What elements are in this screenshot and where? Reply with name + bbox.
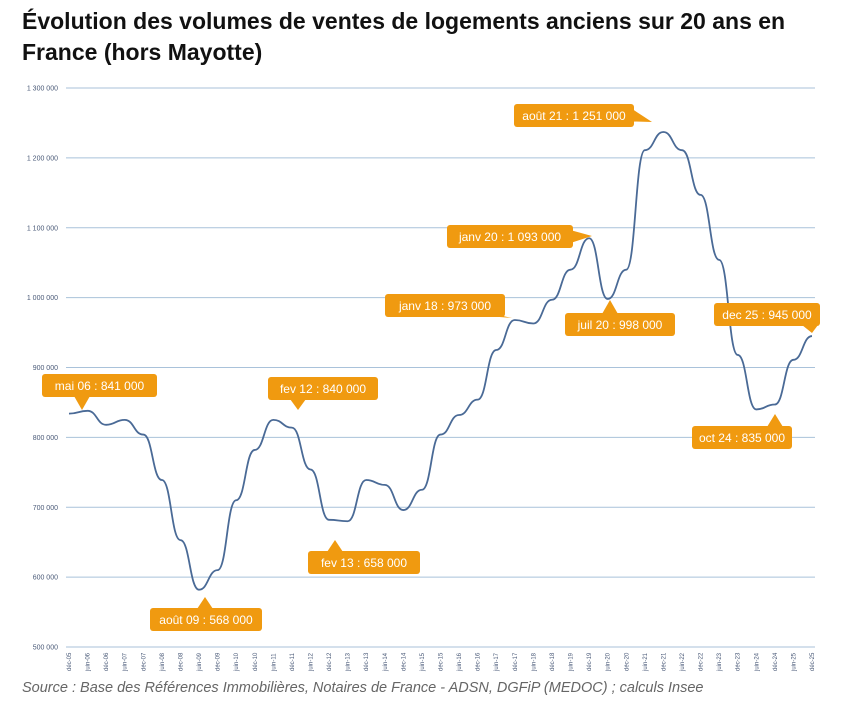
x-tick-label: juin-09 xyxy=(197,652,203,672)
source-note: Source : Base des Références Immobilière… xyxy=(22,680,704,696)
callout-label: août 21 : 1 251 000 xyxy=(522,109,626,123)
x-tick-label: juin-22 xyxy=(680,652,686,672)
callout-pointer xyxy=(74,396,90,410)
x-tick-label: déc-22 xyxy=(699,652,705,671)
chart-title: Évolution des volumes de ventes de logem… xyxy=(22,8,786,65)
callout-pointer xyxy=(633,109,652,122)
callout-label: mai 06 : 841 000 xyxy=(55,379,145,393)
x-tick-label: juin-14 xyxy=(383,652,389,672)
callout-box xyxy=(150,608,262,631)
x-tick-label: juin-08 xyxy=(160,652,166,672)
x-tick-label: déc-05 xyxy=(67,652,73,671)
x-tick-label: juin-11 xyxy=(271,653,277,672)
callout-label: fev 13 : 658 000 xyxy=(321,556,407,570)
x-tick-label: juin-10 xyxy=(234,652,240,672)
callout-box xyxy=(42,374,157,397)
x-tick-label: juin-07 xyxy=(123,652,129,672)
callout-label: oct 24 : 835 000 xyxy=(699,431,785,445)
x-tick-label: déc-24 xyxy=(773,652,779,671)
callout-label: juil 20 : 998 000 xyxy=(577,318,663,332)
callout-box xyxy=(514,104,634,127)
x-tick-label: juin-24 xyxy=(754,652,760,672)
y-tick-label: 800 000 xyxy=(33,435,58,442)
x-tick-label: déc-09 xyxy=(216,652,222,671)
callout-box xyxy=(268,377,378,400)
x-tick-label: juin-12 xyxy=(308,652,314,672)
callout-box xyxy=(565,313,675,336)
x-tick-label: déc-21 xyxy=(661,652,667,671)
x-tick-label: juin-13 xyxy=(346,652,352,672)
x-tick-label: déc-15 xyxy=(439,652,445,671)
x-tick-label: déc-19 xyxy=(587,652,593,671)
y-tick-label: 700 000 xyxy=(33,505,58,512)
callout-label: janv 18 : 973 000 xyxy=(398,299,491,313)
x-tick-label: juin-16 xyxy=(457,652,463,672)
y-tick-label: 1 000 000 xyxy=(27,295,58,302)
x-tick-label: déc-18 xyxy=(550,652,556,671)
callout-box xyxy=(692,426,792,449)
callout-pointer xyxy=(802,325,818,333)
callout-label: janv 20 : 1 093 000 xyxy=(458,230,561,244)
x-tick-label: juin-21 xyxy=(643,652,649,672)
x-tick-label: déc-14 xyxy=(401,652,407,671)
x-tick-label: déc-12 xyxy=(327,652,333,671)
x-tick-label: juin-06 xyxy=(86,652,92,672)
y-tick-label: 1 200 000 xyxy=(27,155,58,162)
x-tick-label: déc-10 xyxy=(253,652,259,671)
y-tick-label: 1 300 000 xyxy=(27,86,58,93)
x-tick-label: déc-20 xyxy=(624,652,630,671)
x-tick-label: juin-20 xyxy=(606,652,612,672)
x-tick-label: juin-25 xyxy=(791,652,797,672)
y-tick-label: 900 000 xyxy=(33,365,58,372)
x-tick-label: déc-08 xyxy=(178,652,184,671)
callout-pointer xyxy=(197,597,213,609)
callout-label: août 09 : 568 000 xyxy=(159,613,253,627)
y-tick-label: 1 100 000 xyxy=(27,225,58,232)
x-tick-label: déc-17 xyxy=(513,652,519,671)
callout-box xyxy=(714,303,820,326)
x-tick-label: juin-18 xyxy=(531,652,537,672)
y-tick-label: 500 000 xyxy=(33,645,58,652)
callout-label: dec 25 : 945 000 xyxy=(722,308,812,322)
x-tick-label: déc-25 xyxy=(810,652,816,671)
callout-box xyxy=(385,294,505,317)
x-tick-label: juin-17 xyxy=(494,652,500,672)
data-line xyxy=(68,131,813,591)
x-tick-label: juin-23 xyxy=(717,652,723,672)
callout-pointer xyxy=(572,230,592,243)
callout-label: fev 12 : 840 000 xyxy=(280,382,366,396)
x-tick-label: juin-19 xyxy=(569,652,575,672)
y-tick-label: 600 000 xyxy=(33,575,58,582)
x-tick-label: juin-15 xyxy=(420,652,426,672)
x-tick-label: déc-16 xyxy=(476,652,482,671)
x-tick-label: déc-11 xyxy=(290,652,296,671)
callout-pointer xyxy=(602,300,618,314)
callout-box xyxy=(447,225,573,248)
x-tick-label: déc-23 xyxy=(736,652,742,671)
x-tick-label: déc-06 xyxy=(104,652,110,671)
callout-pointer xyxy=(290,399,306,410)
x-tick-label: déc-07 xyxy=(141,652,147,671)
x-tick-label: déc-13 xyxy=(364,652,370,671)
callout-pointer xyxy=(327,540,343,552)
callout-box xyxy=(308,551,420,574)
callout-pointer xyxy=(767,414,783,427)
